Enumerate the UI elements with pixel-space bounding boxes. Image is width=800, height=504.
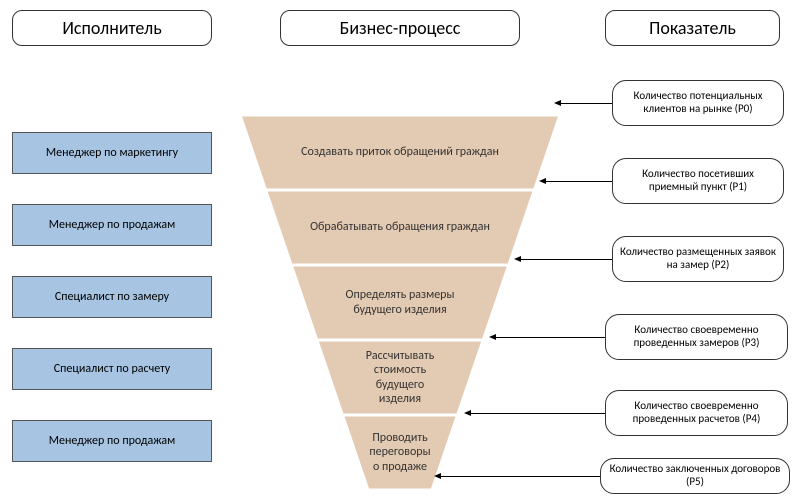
indicator-box: Количество потенциальных клиентов на рын… [612, 80, 784, 126]
funnel-layer-label: Проводить переговоры о продаже [355, 415, 445, 490]
indicator-box: Количество посетивших приемный пункт (Р1… [612, 158, 784, 204]
indicator-arrow [495, 337, 605, 338]
indicator-arrow [470, 413, 605, 414]
funnel-layer-label: Обрабатывать обращения граждан [278, 190, 521, 265]
indicator-arrow [440, 476, 600, 477]
indicator-box: Количество своевременно проведенных заме… [605, 314, 788, 360]
indicator-arrow [560, 103, 612, 104]
header-performer: Исполнитель [12, 10, 212, 46]
performer-box: Специалист по замеру [12, 276, 212, 318]
indicator-arrow [520, 259, 612, 260]
funnel-layer-label: Создавать приток обращений граждан [253, 115, 547, 190]
funnel-layer-label: Рассчитывать стоимость будущего изделия [330, 340, 471, 415]
indicator-box: Количество своевременно проведенных расч… [605, 390, 788, 436]
funnel-layer-label: Определять размеры будущего изделия [304, 265, 496, 340]
indicator-box: Количество заключенных договоров (Р5) [600, 458, 790, 494]
performer-box: Специалист по расчету [12, 348, 212, 390]
header-indicator: Показатель [605, 10, 780, 46]
header-process: Бизнес-процесс [280, 10, 520, 46]
performer-box: Менеджер по продажам [12, 204, 212, 246]
indicator-box: Количество размещенных заявок на замер (… [612, 236, 784, 282]
indicator-arrow [545, 181, 612, 182]
performer-box: Менеджер по маркетингу [12, 132, 212, 174]
performer-box: Менеджер по продажам [12, 420, 212, 462]
